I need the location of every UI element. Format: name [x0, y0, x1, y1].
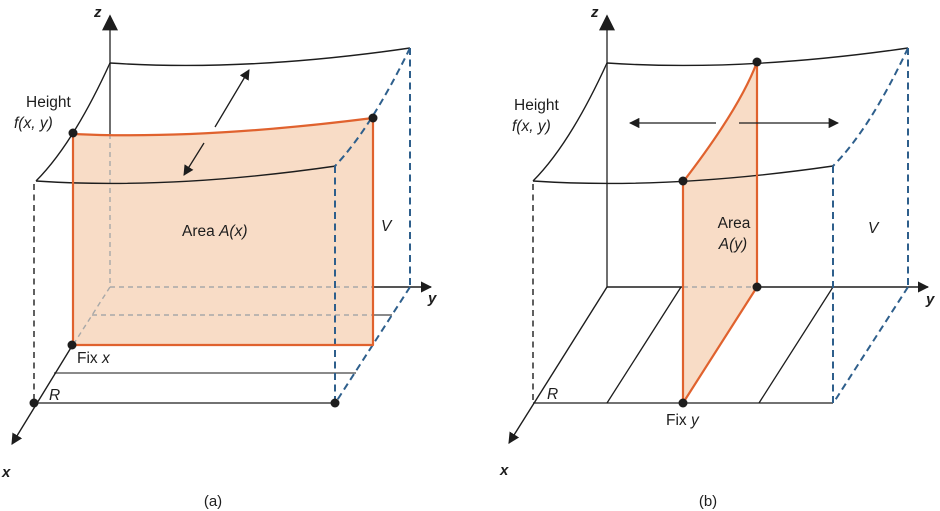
dot-height-left [68, 128, 78, 138]
caption-b: (b) [699, 493, 717, 510]
x-axis [508, 286, 608, 444]
fix-y-label: Fix y [666, 412, 700, 429]
x-axis-hidden-segment [72, 286, 111, 346]
surface-right-edge [832, 47, 909, 167]
surface-right-edge [334, 47, 411, 167]
volume-label: V [381, 218, 393, 235]
figure-b: z y x Height f(x, y) Area A(y) V Fix y R… [499, 4, 935, 510]
surface-back-edge [109, 47, 411, 67]
dot-region-front-right [330, 398, 340, 408]
height-function-label: f(x, y) [512, 118, 551, 135]
dot-height-top [752, 57, 762, 67]
z-axis-label: z [590, 4, 599, 21]
region-label: R [547, 386, 558, 403]
area-ay-label-line1: Area [718, 215, 751, 232]
figure-a: z y x Height f(x, y) Area A(x) V Fix x R… [1, 4, 437, 510]
height-function-label: f(x, y) [14, 115, 53, 132]
surface-back-edge [606, 47, 909, 67]
dot-slice-on-y-axis [752, 282, 762, 292]
fix-x-label: Fix x [77, 350, 111, 367]
y-axis-label: y [427, 290, 437, 307]
sweep-arrow-back [214, 69, 250, 128]
region-right-edge [833, 286, 909, 403]
caption-a: (a) [204, 493, 222, 510]
dot-height-right [368, 113, 378, 123]
region-grid-line-1 [606, 286, 682, 404]
y-axis-label: y [925, 291, 935, 308]
dot-height-front [678, 176, 688, 186]
area-ay-outline [681, 60, 759, 405]
area-ax-fill [73, 118, 373, 345]
volume-label: V [868, 220, 880, 237]
x-axis-label: x [499, 462, 509, 479]
sweep-arrow-front [183, 142, 205, 176]
height-label: Height [514, 97, 559, 114]
surface-left-edge [532, 62, 608, 182]
x-axis-label: x [1, 464, 11, 481]
height-label: Height [26, 94, 71, 111]
dot-region-front-left [29, 398, 39, 408]
surface-front-edge [532, 165, 834, 185]
surface-front-edge [35, 165, 337, 185]
dot-fix-y [678, 398, 688, 408]
region-label: R [49, 387, 60, 404]
z-axis-label: z [93, 4, 102, 21]
region-grid-line-2 [758, 286, 834, 404]
dot-fix-x [67, 340, 77, 350]
area-ay-fill [683, 62, 757, 403]
area-ax-label: Area A(x) [182, 223, 247, 240]
x-axis [11, 345, 73, 445]
area-ay-label-line2: A(y) [718, 236, 747, 253]
